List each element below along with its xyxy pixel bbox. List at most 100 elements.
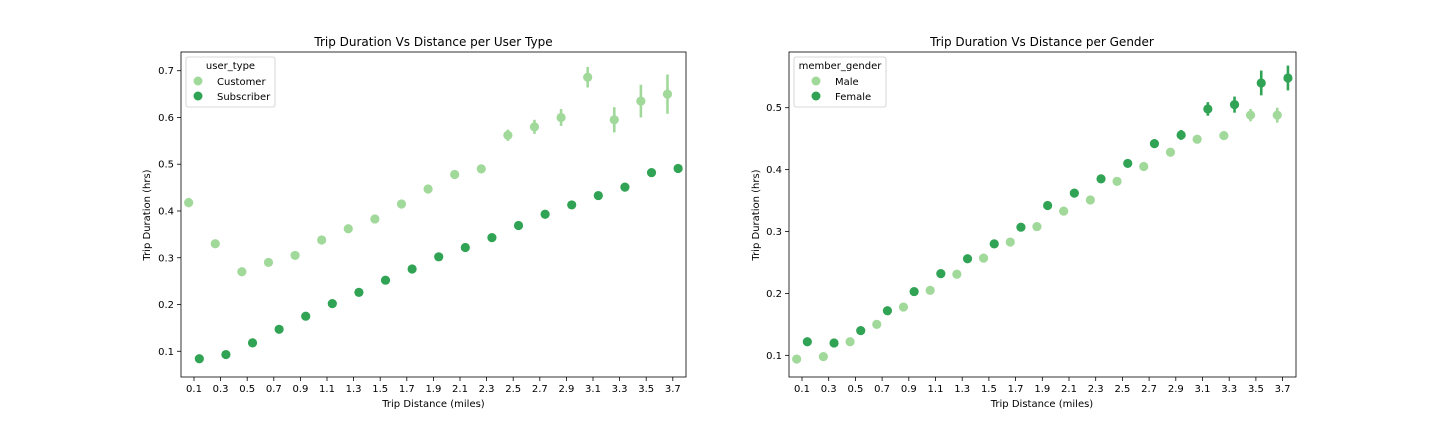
data-marks bbox=[184, 66, 683, 364]
data-point bbox=[487, 233, 497, 243]
data-point bbox=[818, 351, 828, 362]
data-point bbox=[1203, 104, 1213, 114]
x-tick-label: 0.5 bbox=[239, 384, 255, 395]
data-point bbox=[354, 287, 364, 297]
data-point bbox=[247, 338, 258, 348]
legend-box bbox=[185, 56, 276, 108]
data-point bbox=[802, 337, 812, 347]
y-tick-label: 0.4 bbox=[766, 165, 782, 176]
data-point bbox=[317, 235, 327, 245]
data-marks bbox=[792, 65, 1293, 364]
x-tick-label: 2.5 bbox=[505, 384, 521, 395]
x-tick-label: 0.5 bbox=[847, 384, 863, 395]
x-tick-label: 0.9 bbox=[292, 384, 308, 395]
x-tick-label: 1.3 bbox=[954, 384, 970, 395]
data-point bbox=[636, 96, 646, 106]
data-point bbox=[1032, 221, 1042, 232]
x-tick-label: 1.5 bbox=[372, 384, 388, 395]
data-point bbox=[221, 349, 231, 360]
x-tick-label: 0.1 bbox=[186, 384, 202, 395]
data-point bbox=[872, 319, 882, 329]
legend-marker-customer bbox=[193, 76, 203, 86]
data-point bbox=[989, 239, 999, 249]
x-tick-label: 1.9 bbox=[1034, 384, 1050, 395]
data-point bbox=[210, 239, 220, 249]
data-point bbox=[925, 285, 935, 295]
data-point bbox=[184, 197, 194, 208]
legend-label-customer: Customer bbox=[217, 77, 266, 88]
x-tick-label: 2.7 bbox=[532, 384, 548, 395]
data-point bbox=[583, 72, 593, 82]
chart-title: Trip Duration Vs Distance per Gender bbox=[929, 35, 1154, 49]
x-tick-label: 0.1 bbox=[794, 384, 810, 395]
data-point bbox=[476, 164, 486, 174]
x-tick-label: 2.1 bbox=[1061, 384, 1077, 395]
y-tick-label: 0.7 bbox=[158, 66, 174, 77]
y-axis-label: Trip Duration (hrs) bbox=[751, 169, 762, 261]
data-point bbox=[327, 298, 337, 309]
data-point bbox=[1005, 237, 1015, 247]
x-tick-label: 0.3 bbox=[821, 384, 837, 395]
data-point bbox=[450, 169, 460, 180]
data-point bbox=[194, 354, 204, 364]
data-point bbox=[540, 209, 550, 219]
x-tick-label: 3.7 bbox=[1275, 384, 1291, 395]
x-ticks: 0.1 0.3 0.5 0.7 0.9 1.1 1.3 1.5 1.7 1.9 2.1 2.3 2.5 2… bbox=[794, 377, 1291, 395]
legend-title: user_type bbox=[206, 61, 255, 72]
series-subscriber bbox=[194, 163, 683, 364]
data-point bbox=[1165, 147, 1176, 157]
x-tick-label: 0.7 bbox=[874, 384, 890, 395]
x-axis-label: Trip Distance (miles) bbox=[381, 399, 485, 410]
data-point bbox=[434, 252, 444, 262]
y-axis-label: Trip Duration (hrs) bbox=[142, 169, 153, 261]
data-point bbox=[423, 184, 433, 194]
data-point bbox=[1096, 174, 1106, 184]
x-axis-label: Trip Distance (miles) bbox=[990, 399, 1094, 410]
x-tick-label: 2.7 bbox=[1141, 384, 1157, 395]
data-point bbox=[1123, 158, 1133, 169]
data-point bbox=[792, 354, 802, 364]
data-point bbox=[556, 112, 566, 123]
y-tick-label: 0.3 bbox=[158, 253, 174, 264]
x-tick-label: 2.1 bbox=[452, 384, 468, 395]
data-point bbox=[593, 190, 603, 201]
x-tick-label: 1.7 bbox=[399, 384, 415, 395]
data-point bbox=[978, 253, 989, 263]
x-tick-label: 3.1 bbox=[1195, 384, 1211, 395]
data-point bbox=[1149, 139, 1160, 149]
data-point bbox=[396, 199, 407, 209]
y-tick-label: 0.4 bbox=[158, 206, 174, 217]
data-point bbox=[263, 257, 274, 268]
data-point bbox=[856, 325, 866, 336]
y-tick-label: 0.3 bbox=[766, 227, 782, 238]
data-point bbox=[609, 115, 619, 125]
legend-marker-subscriber bbox=[193, 91, 203, 101]
x-tick-label: 1.1 bbox=[928, 384, 944, 395]
legend-label-female: Female bbox=[835, 92, 871, 103]
data-point bbox=[936, 269, 946, 279]
data-point bbox=[962, 254, 973, 264]
x-tick-label: 2.9 bbox=[558, 384, 574, 395]
data-point bbox=[1219, 130, 1229, 141]
data-point bbox=[274, 324, 284, 334]
x-tick-label: 2.5 bbox=[1114, 384, 1130, 395]
x-tick-label: 0.9 bbox=[901, 384, 917, 395]
data-point bbox=[1043, 200, 1053, 211]
chart-title: Trip Duration Vs Distance per User Type bbox=[313, 35, 552, 49]
y-tick-label: 0.1 bbox=[766, 351, 782, 362]
x-tick-label: 3.7 bbox=[665, 384, 681, 395]
data-point bbox=[407, 264, 417, 274]
data-point bbox=[1272, 110, 1282, 120]
data-point bbox=[1283, 73, 1293, 83]
data-point bbox=[646, 168, 657, 178]
data-point bbox=[620, 182, 630, 192]
data-point bbox=[290, 250, 300, 261]
legend-marker-male bbox=[811, 76, 821, 86]
data-point bbox=[237, 267, 247, 277]
data-point bbox=[1059, 206, 1069, 216]
y-tick-label: 0.2 bbox=[766, 289, 782, 300]
y-tick-label: 0.2 bbox=[158, 300, 174, 311]
y-tick-label: 0.1 bbox=[158, 347, 174, 358]
chart-user-type: Trip Duration Vs Distance per User Type … bbox=[142, 35, 687, 410]
